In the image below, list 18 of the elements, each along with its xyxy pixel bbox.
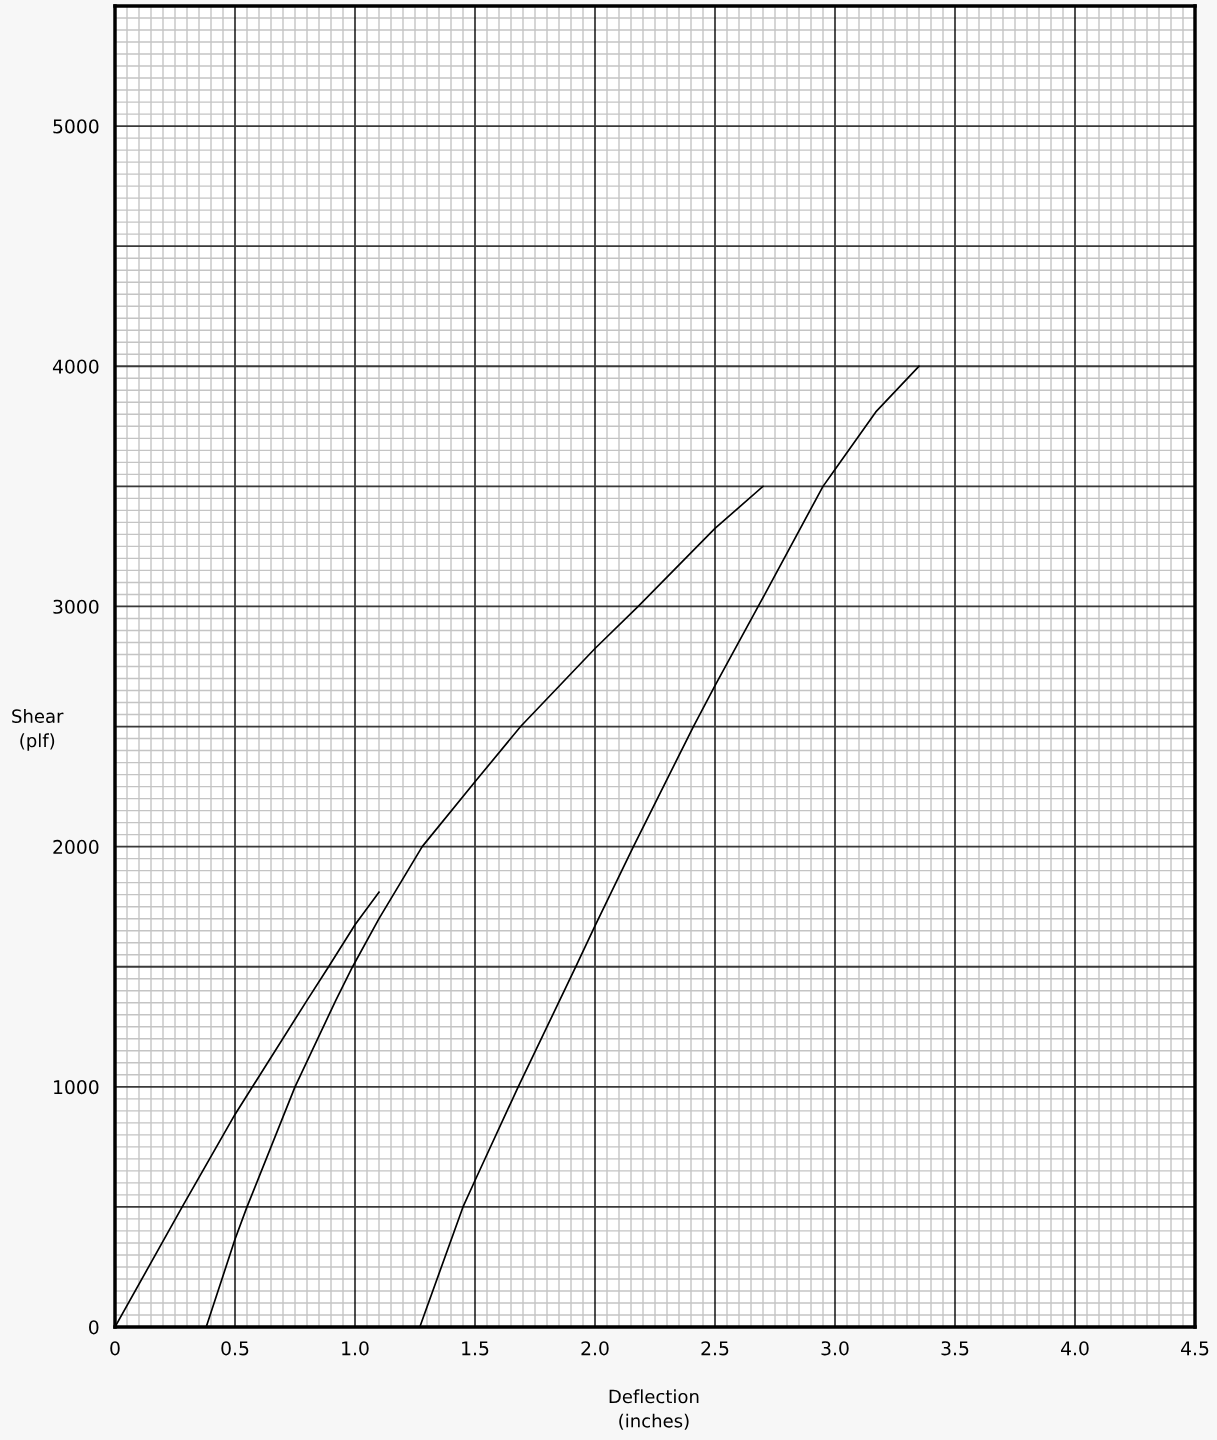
x-tick-label: 2.5: [701, 1341, 729, 1356]
y-tick-label: 3000: [53, 599, 99, 614]
y-axis-title: Shear (plf): [12, 709, 64, 751]
y-tick-label: 4000: [52, 359, 99, 374]
y-tick-label: 0: [89, 1320, 99, 1335]
y-tick-label: 5000: [53, 119, 99, 134]
x-tick-label: 2.0: [581, 1341, 609, 1356]
x-tick-label: 4.0: [1061, 1341, 1089, 1356]
y-tick-label: 1000: [54, 1080, 99, 1095]
x-tick-label: 0.5: [221, 1341, 249, 1356]
x-axis-title: Deflection (inches): [609, 1389, 699, 1430]
x-tick-label: 4.5: [1181, 1341, 1209, 1356]
x-tick-label: 1.0: [342, 1341, 369, 1356]
y-tick-label: 2000: [53, 839, 99, 855]
x-tick-label: 3.0: [821, 1341, 849, 1356]
x-tick-label: 3.5: [941, 1341, 969, 1356]
x-tick-label: 1.5: [462, 1341, 489, 1356]
x-tick-label: 0: [110, 1341, 120, 1356]
